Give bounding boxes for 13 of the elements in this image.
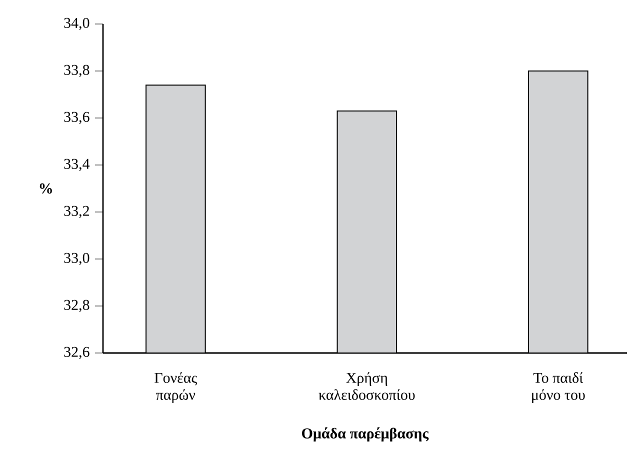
y-tick-label: 33,2 (64, 206, 89, 218)
y-tick-label: 33,4 (64, 158, 90, 172)
x-tick-label: Το παιδί μόνο του (532, 372, 585, 403)
y-tick-label: 32,6 (64, 346, 90, 360)
x-tick-label: Χρήση καλειδοσκοπίου (318, 372, 415, 400)
y-tick-label: 33,6 (64, 112, 90, 124)
x-tick-label: Γονέας παρών (154, 372, 198, 403)
y-tick-label: 33,8 (64, 64, 90, 78)
y-tick-label: 33,0 (64, 252, 90, 266)
y-tick-label: 34,0 (64, 18, 90, 30)
x-axis-title: Ομάδα παρέμβασης (302, 427, 429, 442)
y-tick-label: 32,8 (64, 300, 90, 312)
y-axis-title: % (40, 183, 52, 194)
